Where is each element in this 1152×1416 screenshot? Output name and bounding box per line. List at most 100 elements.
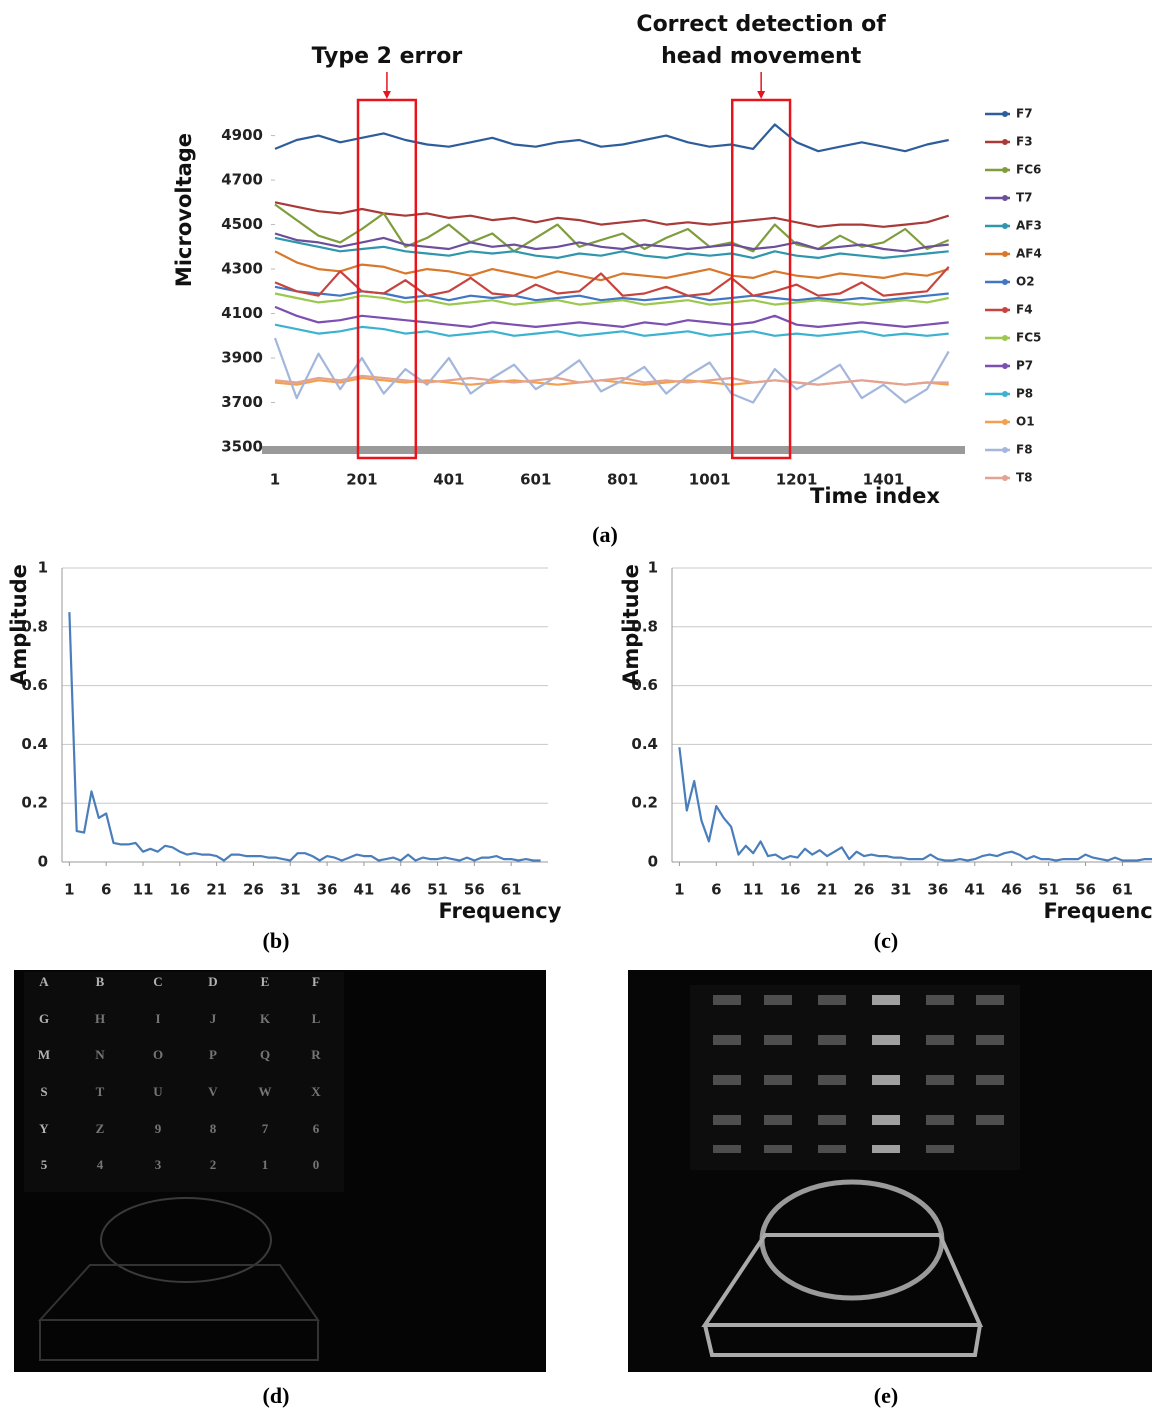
- y-tick-label: 4300: [221, 260, 263, 278]
- legend-marker: [1002, 167, 1008, 173]
- legend-label: F3: [1016, 135, 1033, 149]
- y-tick-label: 0.2: [21, 794, 48, 812]
- x-tick-label: 41: [353, 881, 374, 899]
- data-line: [274, 236, 949, 259]
- x-tick-label: 36: [927, 881, 948, 899]
- x-tick-label: 46: [390, 881, 411, 899]
- data-line: [274, 323, 949, 337]
- annotation: Type 2 error: [312, 44, 463, 69]
- keypad-letter: X: [311, 1084, 321, 1099]
- keypad-board: [24, 972, 344, 1192]
- x-tick-label: 1001: [689, 471, 731, 489]
- photo-e: [628, 970, 1152, 1372]
- legend-marker: [1002, 419, 1008, 425]
- x-tick-label: 16: [780, 881, 801, 899]
- data-line: [274, 285, 949, 302]
- x-axis-line: [262, 446, 965, 454]
- data-line: [273, 337, 950, 404]
- highlight-arrowhead: [757, 91, 766, 99]
- panel-label: (b): [263, 928, 290, 953]
- data-line: [68, 612, 541, 862]
- x-tick-label: 6: [101, 881, 111, 899]
- keypad-letter: N: [95, 1047, 105, 1062]
- legend-label: O2: [1016, 275, 1035, 289]
- keypad-letter: Z: [96, 1121, 105, 1136]
- panel-label: (d): [263, 1383, 290, 1408]
- x-tick-label: 16: [169, 881, 190, 899]
- data-line: [274, 123, 949, 153]
- x-tick-label: 1401: [863, 471, 905, 489]
- legend-label: AF3: [1016, 219, 1042, 233]
- legend-label: F8: [1016, 443, 1033, 457]
- y-tick-label: 0.4: [21, 735, 48, 753]
- y-axis-title: Microvoltage: [172, 133, 196, 287]
- keypad-letter: 7: [262, 1121, 269, 1136]
- annotation: Correct detection of: [636, 12, 886, 37]
- keypad-letter: L: [312, 1011, 321, 1026]
- data-line: [274, 305, 949, 328]
- panel-label: (c): [874, 928, 898, 953]
- x-tick-label: 61: [1112, 881, 1133, 899]
- x-tick-label: 26: [243, 881, 264, 899]
- x-tick-label: 1: [270, 471, 280, 489]
- keypad-board: [690, 985, 1020, 1170]
- x-axis-title: Frequency: [439, 899, 562, 923]
- keypad-letter: E: [261, 974, 270, 989]
- x-tick-label: 51: [427, 881, 448, 899]
- legend-label: F4: [1016, 303, 1033, 317]
- annotation: head movement: [661, 44, 862, 69]
- panel-label: (e): [874, 1383, 898, 1408]
- legend-label: T8: [1016, 471, 1033, 485]
- keypad-letter: 3: [155, 1157, 162, 1172]
- x-tick-label: 41: [964, 881, 985, 899]
- x-axis-title: Frequency: [1044, 899, 1152, 923]
- legend-marker: [1002, 111, 1008, 117]
- keypad-letter: A: [39, 974, 49, 989]
- legend-label: FC5: [1016, 331, 1041, 345]
- data-line: [274, 374, 949, 386]
- keypad-letter: Q: [260, 1047, 270, 1062]
- highlight-box: [356, 98, 418, 460]
- y-tick-label: 0: [648, 853, 658, 871]
- legend-label: AF4: [1016, 247, 1042, 261]
- data-line: [678, 747, 1152, 862]
- y-tick-label: 1: [38, 559, 48, 577]
- highlight-arrowhead: [382, 91, 391, 99]
- legend-marker: [1002, 279, 1008, 285]
- panel-label: (a): [592, 522, 618, 547]
- y-tick-label: 4900: [221, 126, 263, 144]
- keypad-letter: 1: [262, 1157, 269, 1172]
- x-axis-title: Time index: [810, 484, 940, 508]
- y-tick-label: 3900: [221, 349, 263, 367]
- pedestal-ring: [100, 1197, 272, 1283]
- data-line: [274, 203, 950, 253]
- legend-marker: [1002, 335, 1008, 341]
- blurred-keys: [713, 995, 1004, 1153]
- keypad-letter: B: [96, 974, 105, 989]
- legend-marker: [1002, 307, 1008, 313]
- keypad-letter: 4: [97, 1157, 104, 1172]
- legend-marker: [1002, 391, 1008, 397]
- x-tick-label: 56: [464, 881, 485, 899]
- x-tick-label: 36: [317, 881, 338, 899]
- x-tick-label: 31: [890, 881, 911, 899]
- x-tick-label: 31: [280, 881, 301, 899]
- legend-marker: [1002, 475, 1008, 481]
- x-tick-label: 11: [743, 881, 764, 899]
- data-line: [274, 232, 949, 253]
- y-tick-label: 0.6: [631, 676, 658, 694]
- y-tick-label: 4500: [221, 215, 263, 233]
- highlight-box: [730, 98, 792, 460]
- y-tick-label: 0.8: [21, 617, 48, 635]
- keypad-letter: O: [153, 1047, 163, 1062]
- legend-label: F7: [1016, 107, 1033, 121]
- x-tick-label: 11: [133, 881, 154, 899]
- keypad-letter: S: [40, 1084, 47, 1099]
- x-tick-label: 61: [501, 881, 522, 899]
- legend-label: P8: [1016, 387, 1033, 401]
- keypad-letter: P: [209, 1047, 217, 1062]
- x-tick-label: 46: [1001, 881, 1022, 899]
- data-line: [274, 250, 950, 282]
- x-tick-label: 201: [346, 471, 377, 489]
